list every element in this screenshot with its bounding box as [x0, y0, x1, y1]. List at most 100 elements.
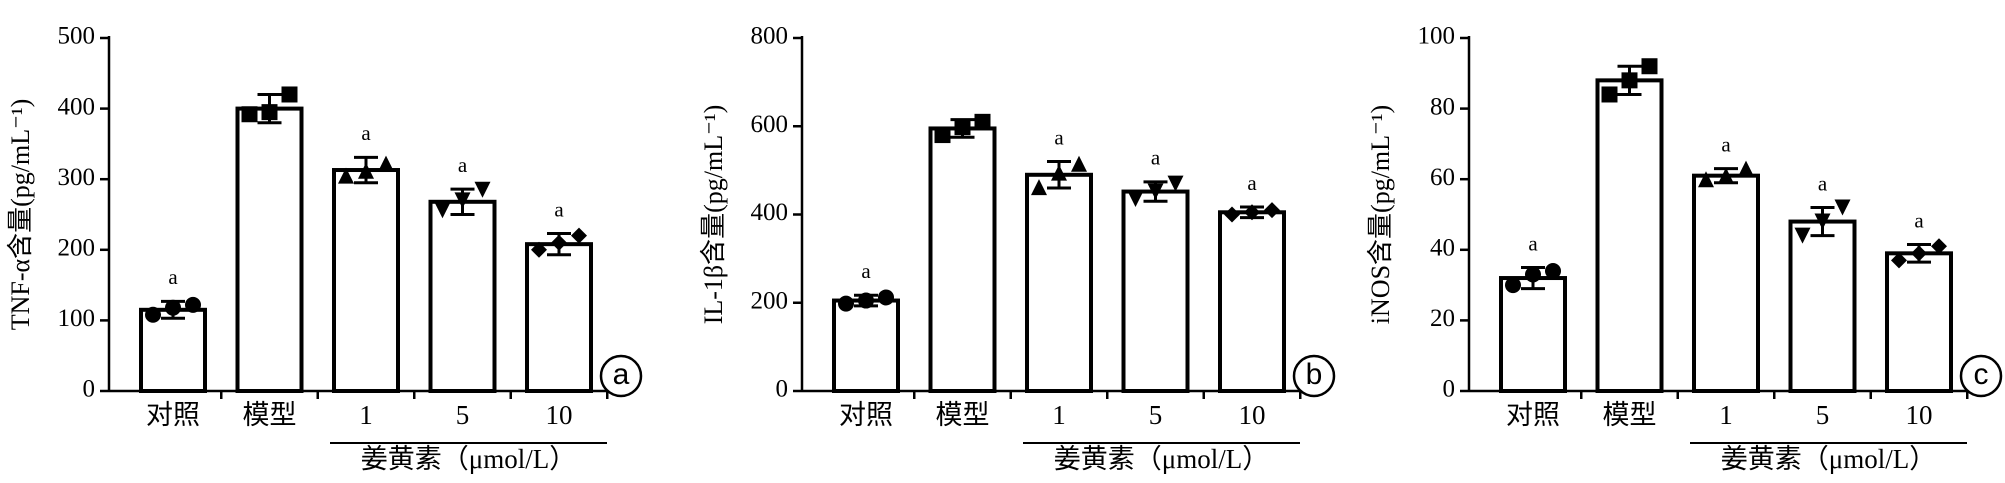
bar — [235, 106, 304, 393]
bar — [1885, 251, 1953, 393]
panel-label: c — [1974, 358, 1989, 391]
data-point — [145, 306, 161, 323]
data-point — [1545, 262, 1561, 279]
y-axis-label: iNOS含量(pg/mL⁻¹) — [1366, 105, 1395, 324]
x-tick-label: 模型 — [1603, 400, 1657, 430]
data-point — [1031, 179, 1047, 196]
data-point — [1601, 86, 1618, 103]
x-tick-label: 5 — [456, 400, 470, 430]
significance-label: a — [861, 259, 871, 283]
y-tick-label: 100 — [58, 305, 96, 332]
y-tick-label: 400 — [751, 199, 789, 226]
bar — [1499, 276, 1567, 394]
x-tick-label: 对照 — [839, 400, 893, 430]
data-point — [338, 167, 354, 184]
significance-label: a — [1528, 231, 1538, 255]
x-tick-label: 1 — [1719, 400, 1733, 430]
significance-label: a — [1818, 171, 1828, 195]
bar — [928, 126, 997, 394]
data-point — [954, 119, 971, 136]
y-tick-label: 800 — [751, 23, 789, 50]
data-point — [1224, 206, 1240, 223]
data-point — [1525, 266, 1541, 283]
data-point — [241, 106, 258, 123]
significance-label: a — [1914, 208, 1924, 232]
data-point — [838, 295, 854, 312]
significance-label: a — [361, 121, 371, 145]
y-tick-label: 100 — [1418, 23, 1456, 50]
data-point — [551, 234, 567, 251]
y-tick-label: 300 — [58, 164, 96, 191]
y-tick-label: 600 — [751, 111, 789, 138]
data-point — [1127, 191, 1144, 208]
bar — [525, 242, 593, 393]
data-point — [1264, 202, 1280, 219]
data-point — [1911, 245, 1927, 262]
x-tick-label: 1 — [1052, 400, 1066, 430]
data-point — [571, 227, 587, 244]
data-point — [1641, 58, 1658, 75]
panel-label-circle — [1959, 354, 2003, 398]
data-point — [454, 192, 471, 209]
data-point — [1738, 160, 1754, 177]
data-point — [378, 155, 394, 172]
bar — [332, 168, 400, 393]
data-point — [358, 162, 374, 179]
bar — [1025, 172, 1093, 393]
data-point — [165, 299, 181, 316]
data-point — [858, 292, 874, 309]
x-tick-label: 对照 — [1506, 400, 1560, 430]
panel-label: a — [613, 358, 630, 391]
y-tick-label: 40 — [1430, 235, 1455, 262]
y-tick-label: 200 — [751, 287, 789, 314]
data-point — [1834, 199, 1851, 216]
data-point — [261, 104, 278, 121]
x-tick-label: 模型 — [243, 400, 297, 430]
x-tick-label: 模型 — [936, 400, 990, 430]
data-point — [1931, 238, 1947, 255]
panel-label-circle — [599, 354, 643, 398]
data-point — [1891, 252, 1907, 269]
x-tick-label: 10 — [546, 400, 573, 430]
significance-label: a — [1721, 132, 1731, 156]
data-point — [1051, 164, 1067, 181]
data-point — [878, 289, 894, 306]
x-tick-label: 5 — [1816, 400, 1830, 430]
data-point — [1621, 72, 1638, 89]
data-point — [281, 86, 298, 103]
data-point — [1167, 175, 1184, 192]
x-tick-label: 对照 — [146, 400, 200, 430]
data-point — [1698, 171, 1714, 188]
data-point — [1244, 204, 1260, 221]
data-point — [1794, 227, 1811, 244]
data-point — [934, 127, 951, 144]
y-tick-label: 400 — [58, 93, 96, 120]
panel-label-circle — [1292, 354, 1336, 398]
significance-label: a — [168, 265, 178, 289]
y-tick-label: 20 — [1430, 305, 1455, 332]
data-point — [1505, 277, 1521, 294]
y-tick-label: 500 — [58, 23, 96, 50]
bar — [1692, 173, 1760, 393]
bar — [1218, 210, 1286, 393]
data-point — [1814, 213, 1831, 230]
y-tick-label: 0 — [776, 376, 789, 403]
bar — [1788, 219, 1857, 393]
x-tick-label: 5 — [1149, 400, 1163, 430]
data-point — [1718, 167, 1734, 184]
y-tick-label: 0 — [83, 376, 96, 403]
data-point — [1147, 183, 1164, 200]
data-point — [531, 241, 547, 258]
significance-label: a — [1054, 125, 1064, 149]
data-point — [1071, 155, 1087, 172]
bar — [832, 298, 900, 394]
y-tick-label: 200 — [58, 235, 96, 262]
data-point — [974, 113, 991, 130]
bar — [1595, 78, 1664, 394]
bar — [1121, 189, 1190, 393]
significance-label: a — [1151, 146, 1161, 170]
y-tick-label: 80 — [1430, 93, 1455, 120]
data-point — [434, 202, 451, 219]
significance-label: a — [458, 153, 468, 177]
